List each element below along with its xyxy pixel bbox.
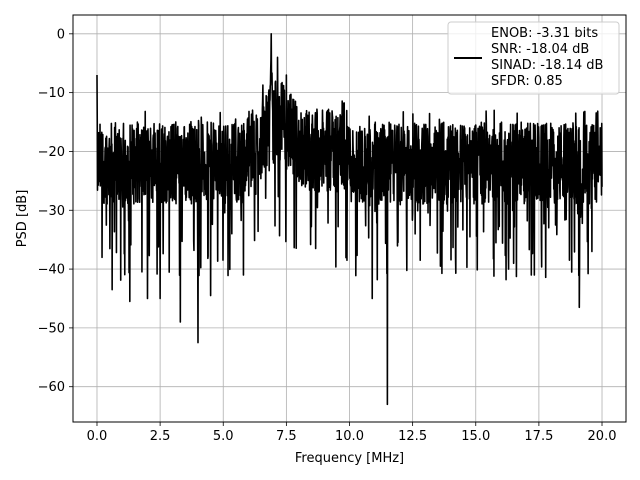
x-axis-label: Frequency [MHz] (295, 451, 404, 466)
legend-snr: SNR: -18.04 dB (491, 42, 589, 57)
legend-enob: ENOB: -3.31 bits (491, 26, 598, 41)
y-tick-label: −20 (38, 145, 65, 160)
x-tick-label: 15.0 (461, 429, 490, 444)
x-tick-label: 0.0 (87, 429, 108, 444)
x-tick-label: 10.0 (335, 429, 364, 444)
legend-box (447, 21, 620, 95)
y-tick-label: −30 (38, 204, 65, 219)
x-tick-label: 17.5 (524, 429, 553, 444)
y-tick-label: −10 (38, 86, 65, 101)
psd-series-line (96, 33, 603, 406)
y-tick-label: −50 (38, 321, 65, 336)
x-tick-label: 12.5 (398, 429, 427, 444)
y-tick-label: −40 (38, 263, 65, 278)
y-tick-label: 0 (57, 27, 65, 42)
y-axis-label: PSD [dB] (15, 190, 30, 248)
x-tick-label: 7.5 (276, 429, 297, 444)
legend-sinad: SINAD: -18.14 dB (491, 58, 603, 73)
x-tick-label: 20.0 (588, 429, 617, 444)
x-tick-label: 2.5 (150, 429, 171, 444)
y-tick-label: −60 (38, 380, 65, 395)
x-tick-label: 5.0 (213, 429, 234, 444)
legend-sfdr: SFDR: 0.85 (491, 74, 563, 89)
legend: ENOB: -3.31 bits SNR: -18.04 dB SINAD: -… (447, 21, 620, 95)
